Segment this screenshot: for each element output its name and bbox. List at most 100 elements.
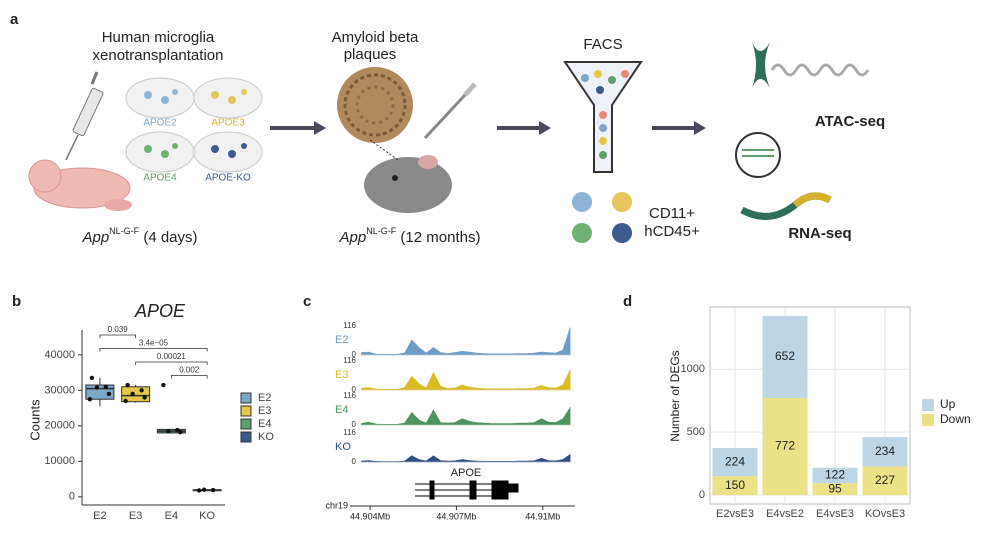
- genotype: NL-G-F: [109, 226, 139, 236]
- x-tick-label: 44.904Mb: [350, 511, 390, 521]
- legend-swatch: [922, 414, 934, 426]
- dish-label: APOE2: [143, 118, 177, 129]
- x-tick-label: KOvsE3: [865, 508, 905, 520]
- x-axis-label: chr19: [325, 500, 348, 510]
- point: [210, 487, 216, 493]
- mouse-icon: [364, 139, 452, 213]
- point: [94, 385, 100, 390]
- point: [139, 388, 144, 393]
- y-tick-label: 0: [699, 489, 705, 501]
- point: [125, 382, 130, 388]
- dish-label: APOE4: [143, 173, 177, 184]
- assay: RNA-seq: [788, 225, 851, 242]
- legend-label: E4: [258, 418, 271, 430]
- p-value: 0.00021: [157, 352, 186, 361]
- marker: hCD45+: [644, 223, 700, 240]
- y-tick-label: 0: [69, 491, 75, 503]
- legend-label: E2: [258, 392, 271, 404]
- p-value: 0.002: [179, 366, 200, 375]
- x-tick-label: E3: [129, 510, 142, 522]
- point: [161, 382, 166, 388]
- x-tick-label: 44.91Mb: [525, 511, 560, 521]
- panel-label: b: [12, 293, 21, 310]
- legend-label: Down: [940, 412, 971, 426]
- point: [196, 488, 202, 493]
- bar-segment: [762, 315, 808, 398]
- bar-segment: [812, 483, 858, 496]
- syringe-icon: [65, 71, 104, 161]
- chromatin-icon: [735, 42, 870, 220]
- point: [142, 395, 147, 400]
- y-tick-label: 30000: [44, 384, 75, 396]
- step-title: xenotransplantation: [93, 47, 224, 64]
- track-scale: 0: [352, 457, 357, 466]
- gene-label: APOE: [451, 467, 482, 479]
- point: [130, 391, 135, 397]
- data-label: 772: [775, 439, 795, 453]
- y-tick-label: 1000: [681, 363, 705, 375]
- step-caption: AppNL-G-F (12 months): [339, 226, 481, 246]
- point: [87, 397, 93, 402]
- y-tick-label: 20000: [44, 420, 75, 432]
- y-axis-label: Counts: [27, 399, 42, 441]
- legend-swatch: [240, 392, 252, 404]
- data-label: 234: [875, 444, 895, 458]
- legend-swatch: [240, 418, 252, 430]
- track-scale: 0: [352, 350, 357, 359]
- track-label: E3: [335, 369, 348, 381]
- bar-segment: [812, 467, 858, 484]
- legend-label: E3: [258, 405, 271, 417]
- genotype: NL-G-F: [366, 226, 396, 236]
- step-title: FACS: [583, 36, 622, 53]
- data-label: 122: [825, 468, 845, 482]
- y-tick-label: 10000: [44, 455, 75, 467]
- signal-track: [361, 406, 571, 426]
- cell-icons: [572, 192, 632, 243]
- gene: App: [81, 229, 109, 246]
- step-title: Human microglia: [102, 29, 215, 46]
- legend-swatch: [240, 405, 252, 417]
- dish-label: APOE-KO: [205, 173, 251, 184]
- signal-track: [361, 327, 571, 356]
- dish-icons: [125, 77, 263, 173]
- assay: ATAC-seq: [815, 113, 885, 130]
- y-axis-label: Number of DEGs: [668, 350, 682, 441]
- bar-segment: [712, 476, 758, 496]
- chart-title: APOE: [134, 301, 186, 321]
- marker: CD11+: [649, 205, 695, 222]
- data-label: 150: [725, 478, 745, 492]
- gene-model: [415, 480, 519, 500]
- significance-bracket: [99, 348, 208, 352]
- plaque-icon: [337, 67, 477, 143]
- x-tick-label: E4vsE2: [766, 508, 804, 520]
- track-scale: 116: [343, 391, 356, 400]
- bar-segment: [762, 397, 808, 496]
- age: (4 days): [139, 229, 197, 246]
- age: (12 months): [396, 229, 480, 246]
- data-label: 95: [828, 481, 842, 495]
- legend-swatch: [922, 399, 934, 411]
- legend-label: KO: [258, 431, 274, 443]
- step-title: plaques: [344, 46, 397, 63]
- significance-bracket: [99, 334, 137, 338]
- y-tick-label: 40000: [44, 349, 75, 361]
- legend-label: Up: [940, 397, 956, 411]
- data-label: 652: [775, 349, 795, 363]
- pup-icon: [28, 159, 132, 211]
- track-scale: 116: [343, 321, 356, 330]
- x-tick-label: E4: [165, 510, 178, 522]
- x-tick-label: E4vsE3: [816, 508, 854, 520]
- y-tick-label: 500: [687, 426, 705, 438]
- signal-track: [361, 453, 571, 463]
- x-tick-label: 44.907Mb: [436, 511, 476, 521]
- bar-segment: [862, 437, 908, 467]
- point: [123, 398, 128, 404]
- point: [106, 391, 112, 397]
- track-scale: 116: [343, 428, 356, 437]
- p-value: 3.4e−05: [139, 339, 169, 348]
- track-label: KO: [335, 441, 351, 453]
- arrows: [270, 121, 706, 135]
- panel-label: d: [623, 293, 632, 310]
- significance-bracket: [170, 375, 208, 379]
